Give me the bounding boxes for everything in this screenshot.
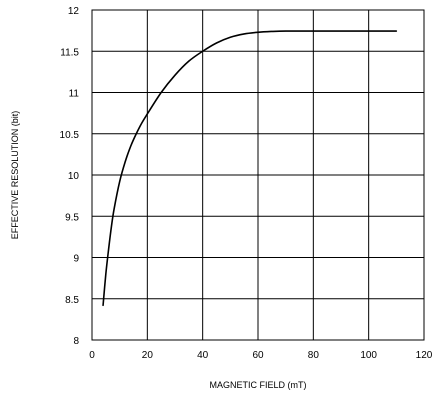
x-tick-label: 40 [197, 350, 209, 361]
y-tick-label: 8 [73, 336, 79, 347]
plot-frame [91, 9, 425, 341]
y-tick-label: 10.5 [60, 130, 80, 141]
x-tick-label: 120 [416, 350, 433, 361]
axis-ticks: 0 20 40 60 80 100 120 8 8.5 9 9.5 10 10.5 11 11.5 12 [60, 6, 433, 361]
x-axis-label: MAGNETIC FIELD (mT) [210, 380, 307, 390]
series-line [102, 30, 398, 307]
x-tick-label: 60 [252, 350, 264, 361]
y-tick-label: 11 [69, 89, 80, 100]
y-tick-label: 12 [68, 6, 80, 17]
y-tick-label: 11.5 [60, 47, 79, 58]
x-tick-label: 0 [89, 350, 95, 361]
x-tick-label: 20 [142, 350, 154, 361]
y-tick-label: 8.5 [65, 295, 79, 306]
series-group [102, 30, 398, 307]
x-tick-label: 100 [360, 350, 377, 361]
y-tick-label: 9 [73, 254, 79, 265]
y-axis-label: EFFECTIVE RESOLUTION (bit) [10, 111, 20, 240]
x-tick-label: 80 [308, 350, 320, 361]
y-tick-label: 9.5 [65, 212, 79, 223]
y-tick-label: 10 [68, 171, 80, 182]
